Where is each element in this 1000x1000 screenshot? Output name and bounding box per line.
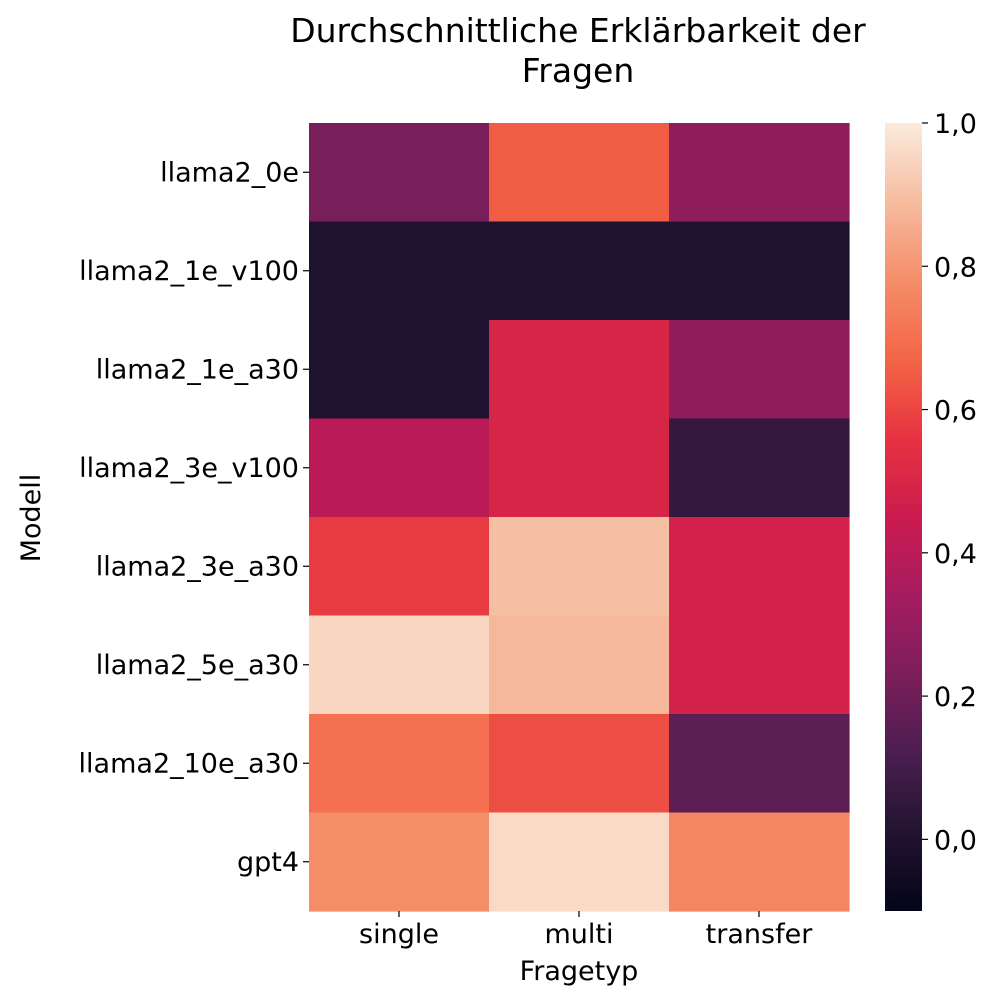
heatmap-cell: [489, 418, 670, 518]
heatmap-cell: [669, 123, 850, 223]
heatmap-cell: [309, 615, 490, 715]
heatmap-cell: [309, 221, 490, 321]
colorbar-ticks: 0,0 0,2 0,4 0,6 0,8 1,0: [922, 109, 977, 856]
y-tick-label: llama2_0e: [160, 157, 299, 188]
y-tick-label: llama2_5e_a30: [96, 650, 299, 681]
heatmap-cell: [309, 714, 490, 814]
colorbar-tick-label: 0,8: [934, 252, 977, 283]
x-tick-label: transfer: [706, 919, 814, 950]
colorbar-tick-label: 0,6: [934, 396, 977, 427]
colorbar: [885, 123, 922, 911]
x-tick-label: multi: [544, 919, 613, 950]
heatmap-cell: [669, 320, 850, 420]
heatmap-cell: [489, 123, 670, 223]
heatmap-cell: [669, 812, 850, 912]
heatmap-cell: [489, 517, 670, 617]
colorbar-tick-label: 0,4: [934, 539, 977, 570]
heatmap-cell: [489, 714, 670, 814]
y-tick-label: llama2_1e_a30: [96, 354, 299, 385]
heatmap-cell: [489, 812, 670, 912]
heatmap-cell: [309, 418, 490, 518]
heatmap-cell: [309, 320, 490, 420]
heatmap-cell: [669, 615, 850, 715]
chart-title-line-2: Fragen: [521, 51, 635, 90]
heatmap-cell: [309, 517, 490, 617]
heatmap-cell: [309, 812, 490, 912]
heatmap-cell: [669, 714, 850, 814]
heatmap-cell: [489, 320, 670, 420]
y-tick-label: llama2_1e_v100: [79, 256, 299, 287]
colorbar-tick-label: 0,0: [934, 825, 977, 856]
heatmap-cell: [669, 418, 850, 518]
y-tick-label: llama2_3e_v100: [79, 453, 299, 484]
x-axis-ticks: single multi transfer: [359, 911, 813, 950]
x-axis-label: Fragetyp: [520, 956, 639, 987]
x-tick-label: single: [359, 919, 439, 950]
chart-title-line-1: Durchschnittliche Erklärbarkeit der: [290, 11, 866, 50]
y-axis-ticks: llama2_0e llama2_1e_v100 llama2_1e_a30llam…: [79, 157, 309, 878]
y-tick-label: llama2_10e_a30: [79, 748, 299, 779]
heatmap-cell: [489, 615, 670, 715]
colorbar-tick-label: 0,2: [934, 682, 977, 713]
heatmap-cell: [669, 221, 850, 321]
heatmap-cell: [669, 517, 850, 617]
colorbar-tick-label: 1,0: [934, 109, 977, 140]
y-tick-label: gpt4: [237, 847, 299, 878]
heatmap-cell: [489, 221, 670, 321]
heatmap-cells: [309, 123, 850, 912]
y-axis-label: Modell: [16, 474, 47, 563]
y-tick-label: llama2_3e_a30: [96, 551, 299, 582]
heatmap-cell: [309, 123, 490, 223]
